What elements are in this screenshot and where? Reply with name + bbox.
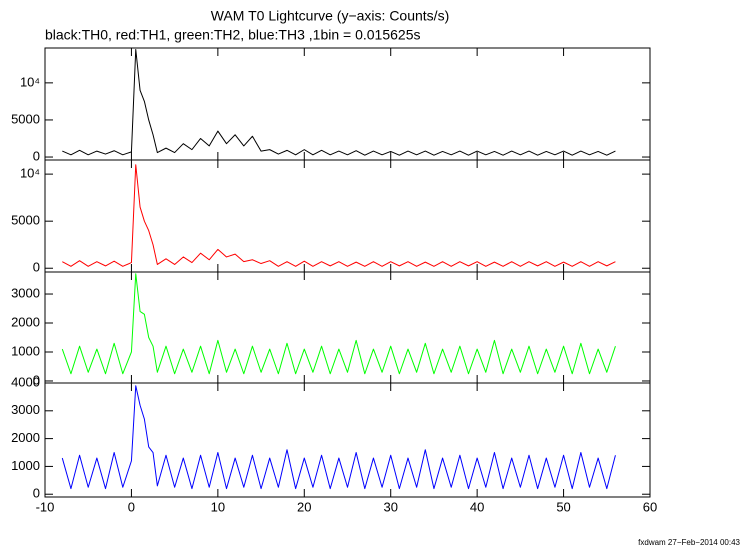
light-curve [62,48,616,156]
y-tick-label: 10⁴ [20,74,40,89]
y-tick-label: 5000 [11,213,40,228]
light-curve [61,385,616,490]
light-curve [62,164,616,267]
footer: fxdwam 27−Feb−2014 00:43 [638,538,740,547]
panel-frame [44,271,651,384]
x-tick-label: -10 [36,499,55,514]
y-tick-label: 1000 [11,458,40,473]
panel-frame [44,159,651,273]
y-tick-label: 3000 [11,402,40,417]
y-tick-label: 2000 [11,430,40,445]
x-tick-label: 50 [556,499,570,514]
y-tick-label: 3000 [11,285,40,300]
y-tick-label: 0 [33,486,40,501]
light-curve [61,273,616,375]
y-tick-label: 5000 [11,111,40,126]
chart-title: WAM T0 Lightcurve (y−axis: Counts/s) [211,8,449,24]
y-tick-label: 0 [33,148,40,163]
x-tick-label: 0 [128,499,135,514]
x-tick-label: 10 [211,499,225,514]
x-tick-label: 30 [383,499,397,514]
panel-frame [44,382,651,498]
x-tick-label: 20 [297,499,311,514]
y-tick-label: 2000 [11,314,40,329]
y-tick-label: 1000 [11,343,40,358]
y-tick-label: 4000 [11,374,40,389]
panel-frame [44,47,651,161]
x-tick-label: 40 [470,499,484,514]
x-tick-label: 60 [643,499,657,514]
y-tick-label: 10⁴ [20,166,40,181]
y-tick-label: 0 [33,372,40,387]
y-tick-label: 0 [33,260,40,275]
chart-subtitle: black:TH0, red:TH1, green:TH2, blue:TH3 … [45,27,420,43]
